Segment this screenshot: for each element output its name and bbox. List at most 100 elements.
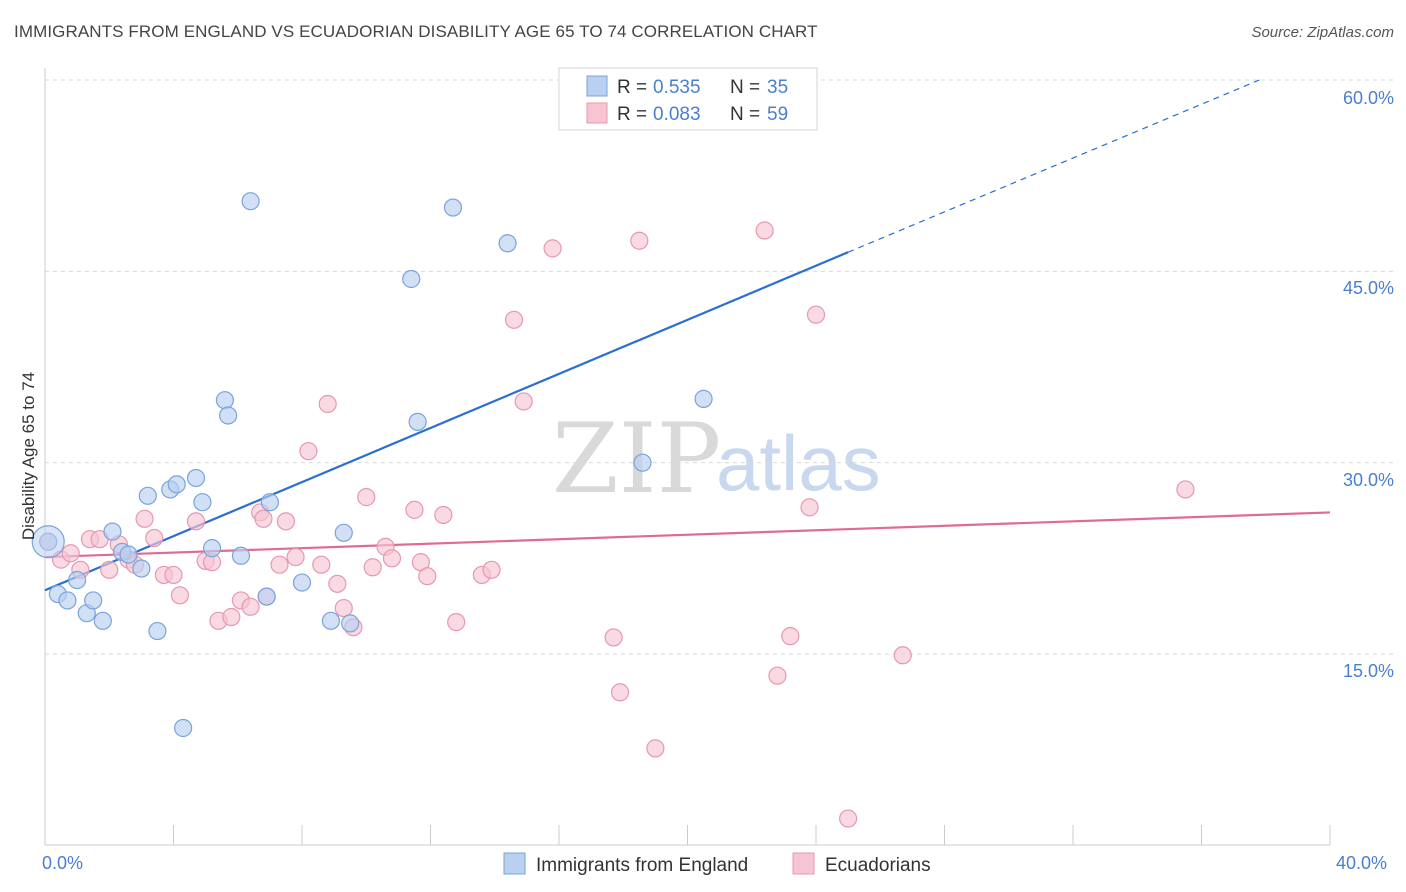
- trendline-ecuadorians: [44, 511, 1331, 559]
- y-tick-label-60: 60.0%: [1343, 88, 1394, 108]
- legend: R = 0.535 N = 35 R = 0.083 N = 59: [558, 67, 818, 131]
- y-tick-label-30: 30.0%: [1343, 470, 1394, 490]
- point-england-23: [257, 587, 276, 606]
- point-ecuadorians-56: [806, 305, 826, 324]
- legend-n-label-ecuadorians: N =: [730, 104, 760, 125]
- point-cluster-large: [31, 525, 65, 559]
- point-ecuadorians-14: [170, 586, 190, 605]
- point-ecuadorians-47: [543, 239, 562, 258]
- point-england-19: [215, 391, 234, 410]
- point-england-26: [321, 611, 341, 630]
- x-tick-label-max: 40.0%: [1336, 853, 1387, 873]
- point-ecuadorians-50: [630, 231, 649, 250]
- point-ecuadorians-58: [893, 646, 912, 665]
- bottom-legend-label-england: Immigrants from England: [536, 855, 748, 876]
- source-note: Source: ZipAtlas.com: [1251, 24, 1394, 41]
- point-england-34: [694, 389, 713, 408]
- y-tick-label-45: 45.0%: [1343, 278, 1394, 298]
- point-england-2: [58, 591, 77, 610]
- bottom-legend-label-ecuadorians: Ecuadorians: [825, 855, 931, 876]
- point-ecuadorians-40: [418, 567, 437, 586]
- point-ecuadorians-11: [145, 528, 164, 548]
- point-england-9: [119, 545, 138, 564]
- point-england-7: [103, 522, 122, 541]
- point-ecuadorians-53: [768, 666, 787, 685]
- grid: [45, 79, 1395, 655]
- point-ecuadorians-10: [135, 509, 154, 528]
- legend-n-value-ecuadorians: 59: [767, 104, 788, 125]
- point-england-22: [241, 192, 260, 211]
- point-ecuadorians-19: [222, 607, 241, 627]
- point-ecuadorians-21: [241, 597, 260, 616]
- legend-r-value-ecuadorians: 0.083: [653, 104, 701, 125]
- point-ecuadorians-54: [781, 627, 800, 646]
- point-england-20: [219, 406, 238, 425]
- point-england-12: [148, 621, 167, 641]
- point-england-29: [402, 269, 421, 289]
- point-england-33: [633, 453, 652, 472]
- trendline-england-extension: [847, 79, 1260, 253]
- point-england-14: [167, 475, 186, 494]
- point-ecuadorians-57: [839, 809, 858, 828]
- point-ecuadorians-49: [610, 683, 630, 702]
- point-ecuadorians-28: [299, 442, 318, 461]
- trendline-england: [44, 251, 849, 592]
- point-england-17: [193, 493, 212, 512]
- point-ecuadorians-55: [800, 498, 819, 517]
- point-ecuadorians-38: [405, 500, 424, 519]
- legend-r-label-ecuadorians: R =: [617, 104, 647, 125]
- point-ecuadorians-15: [186, 512, 206, 531]
- chart-title: IMMIGRANTS FROM ENGLAND VS ECUADORIAN DI…: [14, 22, 818, 41]
- point-ecuadorians-37: [382, 549, 402, 568]
- point-ecuadorians-26: [276, 512, 296, 531]
- point-ecuadorians-44: [482, 560, 501, 579]
- bottom-legend-swatch-ecuadorians: [792, 852, 815, 875]
- point-ecuadorians-42: [447, 613, 466, 632]
- legend-n-value-england: 35: [767, 77, 788, 98]
- axes: [44, 68, 1331, 846]
- point-england-31: [443, 198, 463, 217]
- bottom-legend: Immigrants from England Ecuadorians: [503, 852, 931, 876]
- point-ecuadorians-51: [646, 739, 665, 758]
- point-ecuadorians-30: [318, 394, 337, 414]
- point-ecuadorians-2: [61, 544, 80, 563]
- bottom-legend-swatch-england: [503, 852, 526, 875]
- legend-swatch-england: [586, 75, 608, 97]
- point-ecuadorians-6: [100, 560, 119, 579]
- point-england-15: [174, 718, 193, 738]
- point-england-25: [292, 573, 312, 592]
- point-england-11: [138, 486, 157, 505]
- point-england-24: [260, 493, 279, 512]
- legend-n-label-england: N =: [730, 77, 760, 98]
- point-england-16: [186, 468, 206, 488]
- legend-r-label-england: R =: [617, 77, 647, 98]
- point-ecuadorians-41: [434, 505, 453, 525]
- point-ecuadorians-45: [504, 310, 524, 329]
- point-england-21: [231, 546, 251, 565]
- data-points: [31, 192, 1195, 828]
- point-ecuadorians-32: [334, 598, 353, 618]
- point-ecuadorians-48: [604, 628, 623, 647]
- x-tick-label-min: 0.0%: [42, 853, 83, 873]
- point-england-6: [93, 611, 112, 630]
- y-tick-label-15: 15.0%: [1343, 661, 1394, 681]
- point-ecuadorians-46: [514, 392, 533, 411]
- point-ecuadorians-52: [755, 221, 774, 240]
- point-ecuadorians-27: [286, 547, 305, 567]
- point-ecuadorians-35: [363, 558, 382, 577]
- point-england-28: [341, 614, 360, 633]
- point-ecuadorians-13: [164, 565, 183, 585]
- point-england-10: [132, 559, 151, 578]
- point-ecuadorians-25: [270, 555, 289, 574]
- point-england-32: [498, 234, 517, 253]
- point-england-30: [408, 412, 427, 431]
- legend-swatch-ecuadorians: [586, 102, 608, 124]
- point-england-18: [202, 539, 222, 558]
- point-ecuadorians-34: [357, 488, 376, 507]
- point-england-5: [84, 591, 103, 610]
- point-ecuadorians-29: [312, 555, 331, 574]
- legend-r-value-england: 0.535: [653, 77, 701, 98]
- point-england-27: [334, 523, 353, 542]
- point-england-3: [68, 570, 87, 590]
